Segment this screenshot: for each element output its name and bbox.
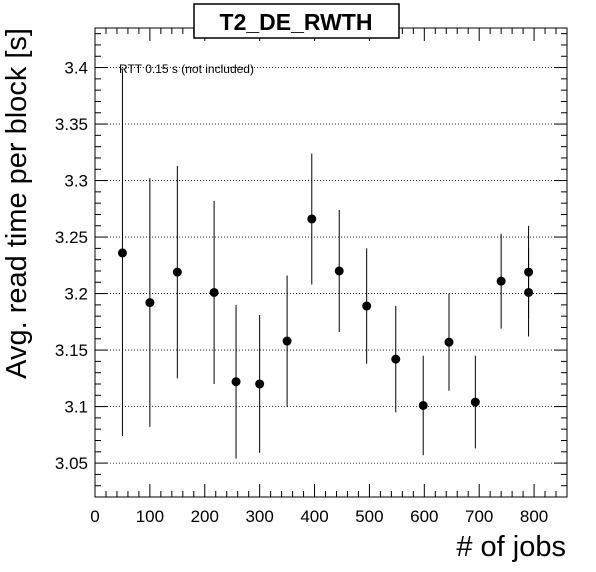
data-point bbox=[496, 276, 506, 286]
y-tick-labels: 3.05 3.1 3.15 3.2 3.25 3.3 3.35 3.4 bbox=[55, 59, 88, 474]
y-tick-label: 3.3 bbox=[64, 172, 88, 191]
y-tick-label: 3.15 bbox=[55, 341, 88, 360]
data-point bbox=[524, 287, 534, 297]
data-point bbox=[145, 298, 155, 308]
y-tick-label: 3.25 bbox=[55, 228, 88, 247]
x-tick-label: 800 bbox=[520, 507, 548, 526]
y-gridlines bbox=[95, 67, 567, 464]
data-points bbox=[117, 214, 534, 410]
chart-title: T2_DE_RWTH bbox=[220, 9, 373, 35]
data-point bbox=[362, 301, 372, 311]
y-tick-label: 3.2 bbox=[64, 285, 88, 304]
x-tick-label: 400 bbox=[300, 507, 328, 526]
data-point bbox=[524, 267, 534, 277]
data-point bbox=[418, 400, 428, 410]
x-tick-label: 500 bbox=[355, 507, 383, 526]
data-point bbox=[282, 336, 292, 346]
data-point bbox=[307, 214, 317, 224]
title-box: T2_DE_RWTH bbox=[193, 3, 400, 39]
y-tick-label: 3.4 bbox=[64, 59, 88, 78]
x-tick-label: 100 bbox=[136, 507, 164, 526]
x-tick-labels: 0 100 200 300 400 500 600 700 800 bbox=[90, 507, 548, 526]
y-axis-title: Avg. read time per block [s] bbox=[1, 28, 33, 379]
x-tick-label: 0 bbox=[90, 507, 99, 526]
x-tick-label: 200 bbox=[191, 507, 219, 526]
rtt-annotation: RTT 0.15 s (not included) bbox=[119, 62, 254, 76]
x-tick-label: 600 bbox=[410, 507, 438, 526]
data-point bbox=[444, 337, 454, 347]
data-point bbox=[231, 377, 241, 387]
x-tick-label: 300 bbox=[245, 507, 273, 526]
data-point bbox=[470, 397, 480, 407]
data-point bbox=[391, 354, 401, 364]
data-point bbox=[172, 267, 182, 277]
y-tick-label: 3.1 bbox=[64, 398, 88, 417]
x-tick-label: 700 bbox=[465, 507, 493, 526]
data-point bbox=[334, 266, 344, 276]
y-tick-label: 3.35 bbox=[55, 115, 88, 134]
x-axis-title: # of jobs bbox=[456, 531, 566, 563]
data-point bbox=[209, 287, 219, 297]
data-point bbox=[117, 248, 127, 258]
y-tick-label: 3.05 bbox=[55, 454, 88, 473]
data-point bbox=[255, 379, 265, 389]
